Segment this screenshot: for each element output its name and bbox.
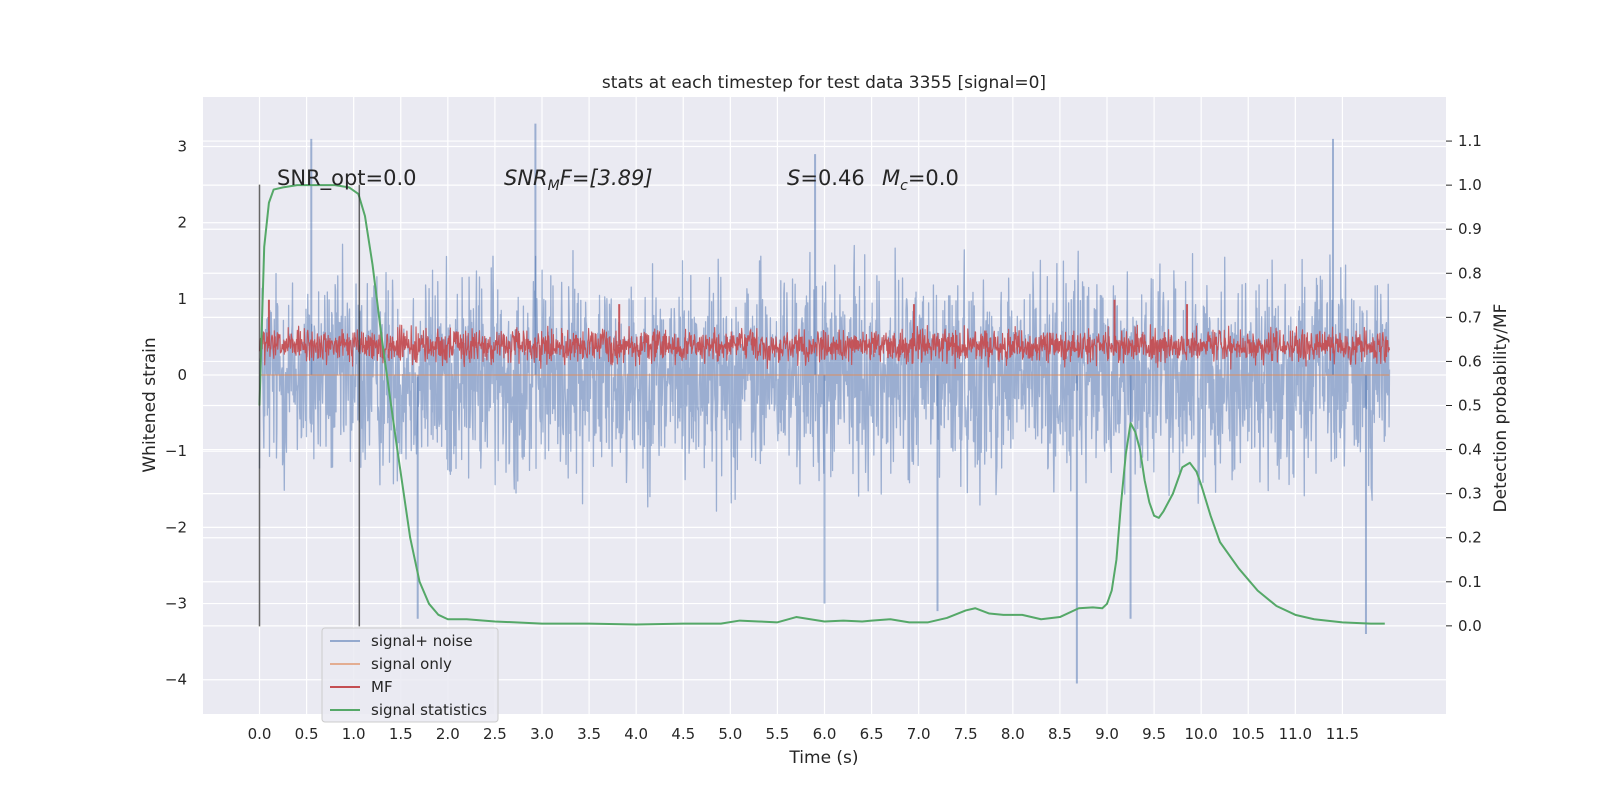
x-tick-label: 5.0 (718, 725, 742, 743)
x-tick-label: 2.5 (483, 725, 507, 743)
x-tick-label: 1.0 (342, 725, 366, 743)
x-tick-label: 10.5 (1232, 725, 1265, 743)
y2-tick-label: 0.3 (1458, 485, 1482, 503)
x-tick-label: 4.5 (671, 725, 695, 743)
x-tick-label: 6.5 (860, 725, 884, 743)
x-tick-label: 7.0 (907, 725, 931, 743)
annotation-mc: Mc=0.0 (882, 166, 959, 194)
x-tick-label: 0.0 (248, 725, 272, 743)
x-tick-label: 9.0 (1095, 725, 1119, 743)
y2-tick-label: 0.8 (1458, 264, 1482, 282)
y2-axis-label: Detection probability/MF (1491, 304, 1511, 513)
axis-ticks: 0.0 0.5 1.0 1.5 2.0 2.5 3.0 3.5 4.0 4.5 5.0 5.5 6.0 6… (165, 132, 1482, 743)
y2-tick-label: 0.7 (1458, 308, 1482, 326)
x-tick-label: 3.0 (530, 725, 554, 743)
y-tick-label: −4 (165, 671, 187, 689)
x-tick-label: 11.0 (1279, 725, 1312, 743)
annotation-s-name: S (787, 166, 800, 190)
y2-tick-label: 0.5 (1458, 397, 1482, 415)
x-tick-label: 7.5 (954, 725, 978, 743)
x-tick-label: 9.5 (1142, 725, 1166, 743)
y-tick-label: 1 (177, 290, 187, 308)
annotation-s-value: =0.46 (800, 166, 864, 190)
x-tick-label: 5.5 (765, 725, 789, 743)
annotation-snr-mf-name: SNR (504, 166, 548, 190)
annotation-s: S=0.46 (787, 166, 865, 190)
y2-tick-label: 0.0 (1458, 617, 1482, 635)
y2-tick-label: 0.1 (1458, 573, 1482, 591)
x-tick-label: 0.5 (295, 725, 319, 743)
x-tick-label: 8.5 (1048, 725, 1072, 743)
annotation-mc-value: =0.0 (908, 166, 959, 190)
legend-label-signal-only: signal only (371, 655, 452, 673)
legend-label-signal-statistics: signal statistics (371, 701, 487, 719)
x-tick-label: 1.5 (389, 725, 413, 743)
annotation-snr-opt: SNR_opt=0.0 (277, 166, 417, 191)
x-tick-label: 6.0 (813, 725, 837, 743)
x-tick-label: 11.5 (1326, 725, 1359, 743)
y-tick-label: 2 (177, 214, 187, 232)
y2-tick-label: 0.9 (1458, 220, 1482, 238)
x-tick-label: 8.0 (1001, 725, 1025, 743)
y2-tick-label: 0.4 (1458, 441, 1482, 459)
legend-label-mf: MF (371, 678, 393, 696)
y-tick-label: −2 (165, 518, 187, 536)
annotation-snr-mf-sub: M (548, 178, 560, 194)
y2-tick-label: 1.1 (1458, 132, 1482, 150)
legend-box (321, 627, 499, 723)
annotation-mc-name: M (882, 166, 900, 190)
annotation-mc-sub: c (900, 178, 908, 194)
chart-title: stats at each timestep for test data 335… (602, 73, 1046, 93)
mf-trace (258, 324, 1391, 370)
y-axis-label: Whitened strain (140, 337, 160, 472)
x-axis-label: Time (s) (788, 748, 858, 768)
x-tick-label: 2.0 (436, 725, 460, 743)
vertical-marker-lines (258, 184, 361, 627)
signal-plus-noise-trace (258, 243, 1391, 512)
annotation-snr-mf: SNRMF=[3.89] (504, 166, 653, 194)
y-tick-label: 3 (177, 138, 187, 156)
x-tick-label: 4.0 (624, 725, 648, 743)
y2-tick-label: 0.2 (1458, 529, 1482, 547)
legend-label-signal-plus-noise: signal+ noise (371, 632, 473, 650)
y-tick-label: 0 (177, 366, 187, 384)
x-tick-label: 3.5 (577, 725, 601, 743)
signal-statistics-series (258, 184, 1385, 626)
signal-plus-noise-series (258, 123, 1391, 684)
x-tick-label: 10.0 (1184, 725, 1217, 743)
annotation-snr-mf-rest: F=[3.89] (560, 166, 653, 190)
y2-tick-label: 1.0 (1458, 176, 1482, 194)
mf-series (258, 299, 1391, 370)
y-tick-label: −1 (165, 442, 187, 460)
y2-tick-label: 0.6 (1458, 352, 1482, 370)
legend: signal+ noise signal only MF signal stat… (321, 627, 499, 723)
y-tick-label: −3 (165, 595, 187, 613)
signal-statistics-line (258, 184, 1385, 626)
